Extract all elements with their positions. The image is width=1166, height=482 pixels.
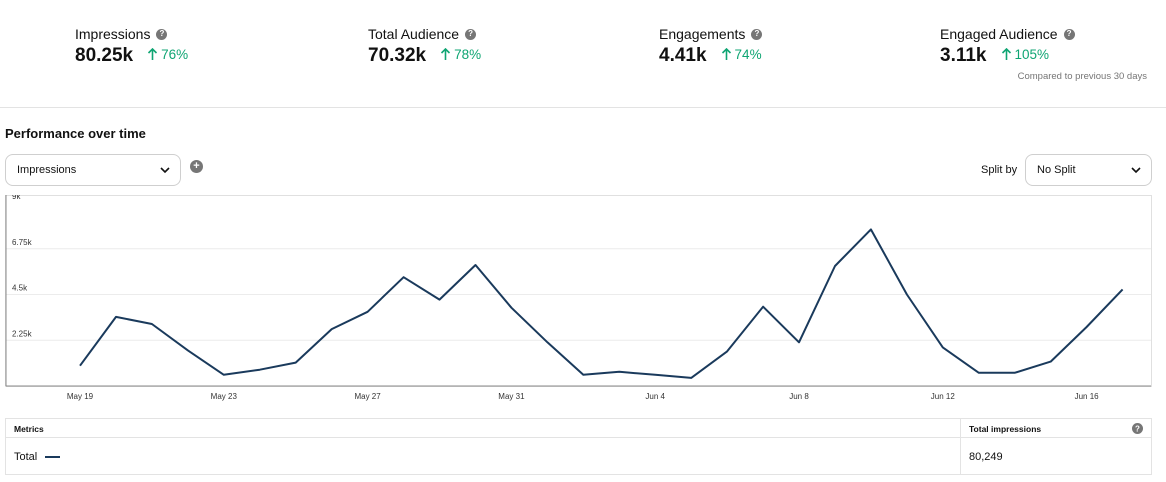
y-tick-label: 2.25k	[12, 329, 33, 338]
x-tick-label: Jun 4	[645, 392, 665, 401]
svg-text:?: ?	[1135, 424, 1140, 433]
kpi-change-value: 74%	[734, 47, 762, 62]
y-tick-label: 9k	[12, 195, 21, 201]
split-select-value: No Split	[1037, 164, 1076, 176]
metrics-table: Metrics Total impressions ? Total 80,249	[5, 418, 1152, 475]
kpi-row: Impressions? 80.25k 76% Total Audience? …	[0, 0, 1166, 108]
kpi-value: 3.11k	[940, 45, 987, 66]
total-impressions-column-header: Total impressions	[969, 424, 1042, 434]
kpi-impressions: Impressions? 80.25k 76%	[75, 26, 188, 67]
arrow-up-icon	[440, 48, 451, 61]
x-tick-label: May 23	[211, 392, 238, 401]
kpi-change: 76%	[147, 47, 188, 62]
kpi-value: 4.41k	[659, 45, 707, 66]
metrics-row-total: Total	[14, 451, 61, 463]
x-tick-label: May 31	[498, 392, 525, 401]
x-tick-label: Jun 8	[789, 392, 809, 401]
compared-note: Compared to previous 30 days	[1017, 71, 1147, 82]
help-icon[interactable]: ?	[156, 28, 168, 40]
kpi-change-value: 76%	[161, 47, 189, 62]
help-icon[interactable]: ?	[465, 28, 477, 40]
kpi-label: Total Audience	[368, 26, 460, 42]
kpi-change: 74%	[721, 47, 762, 62]
add-metric-button[interactable]: +	[190, 160, 203, 173]
metric-select-value: Impressions	[17, 164, 77, 176]
series-swatch	[45, 456, 61, 458]
help-icon[interactable]: ?	[751, 28, 763, 40]
help-icon[interactable]: ?	[1132, 423, 1143, 434]
metric-select[interactable]: Impressions	[5, 154, 181, 186]
kpi-total-audience: Total Audience? 70.32k 78%	[368, 26, 481, 67]
kpi-label: Engaged Audience	[940, 26, 1058, 42]
section-title: Performance over time	[5, 126, 146, 141]
y-tick-label: 4.5k	[12, 284, 28, 293]
kpi-change-value: 78%	[454, 47, 482, 62]
row-name: Total	[14, 451, 38, 463]
x-tick-label: May 19	[67, 392, 94, 401]
arrow-up-icon	[721, 48, 732, 61]
kpi-value: 70.32k	[368, 45, 427, 66]
row-value: 80,249	[969, 451, 1003, 463]
x-tick-label: Jun 12	[931, 392, 956, 401]
plot-frame	[5, 195, 1152, 387]
performance-chart: 2.25k 4.5k 6.75k 9k May 19 May 23 May 27 May 31…	[5, 195, 1152, 410]
x-tick-label: May 27	[354, 392, 381, 401]
kpi-change: 78%	[440, 47, 481, 62]
kpi-change-value: 105%	[1014, 47, 1050, 62]
kpi-engaged-audience: Engaged Audience? 3.11k 105%	[940, 26, 1075, 67]
y-tick-label: 6.75k	[12, 238, 33, 247]
split-label: Split by	[981, 164, 1018, 176]
kpi-engagements: Engagements? 4.41k 74%	[659, 26, 763, 67]
kpi-change: 105%	[1001, 47, 1050, 62]
metrics-column-header: Metrics	[14, 424, 44, 434]
help-icon[interactable]: ?	[1063, 28, 1075, 40]
split-select[interactable]: No Split	[1025, 154, 1152, 186]
chevron-down-icon	[160, 167, 170, 174]
metrics-table-header	[6, 419, 1151, 438]
kpi-label: Engagements	[659, 26, 746, 42]
chevron-down-icon	[1131, 167, 1141, 174]
line-chart: 2.25k 4.5k 6.75k 9k May 19 May 23 May 27 May 31…	[5, 195, 1152, 401]
x-tick-label: Jun 16	[1075, 392, 1100, 401]
arrow-up-icon	[147, 48, 158, 61]
arrow-up-icon	[1001, 48, 1012, 61]
column-divider	[960, 419, 961, 474]
kpi-label: Impressions	[75, 26, 151, 42]
series-line-total	[79, 228, 1124, 379]
kpi-value: 80.25k	[75, 45, 134, 66]
